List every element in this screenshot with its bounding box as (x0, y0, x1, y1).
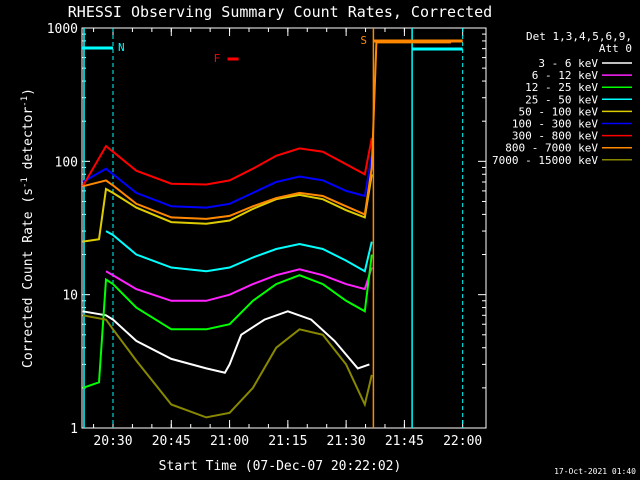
chart-title: RHESSI Observing Summary Count Rates, Co… (68, 3, 492, 21)
x-tick-label: 20:30 (93, 434, 132, 449)
series-line-5 (82, 155, 373, 209)
legend-label: 6 - 12 keV (532, 69, 599, 82)
legend-label: 300 - 800 keV (512, 130, 598, 143)
series-line-0 (82, 310, 370, 374)
legend-label: 100 - 300 keV (512, 118, 598, 131)
y-tick-label: 100 (55, 155, 78, 170)
flare-label: F (214, 52, 221, 65)
legend-label: 25 - 50 keV (525, 93, 598, 106)
y-axis-label: Corrected Count Rate (s-1 detector-1) (20, 88, 36, 368)
legend-label: 800 - 7000 keV (505, 142, 598, 155)
series-line-1 (105, 267, 373, 302)
legend-attenuator: Att 0 (599, 42, 632, 55)
x-tick-label: 21:45 (385, 434, 424, 449)
series-line-7 (82, 41, 451, 220)
series-line-8 (82, 314, 373, 419)
night-label: N (118, 41, 125, 54)
series-line-3 (105, 230, 373, 273)
x-tick-label: 22:00 (443, 434, 482, 449)
x-tick-label: 20:45 (152, 434, 191, 449)
legend-label: 7000 - 15000 keV (492, 154, 598, 167)
y-label-sup2: -1 (20, 96, 30, 107)
x-axis-label: Start Time (07-Dec-07 20:22:02) (159, 459, 402, 474)
y-label-main: Corrected Count Rate (s (21, 188, 36, 368)
legend-label: 50 - 100 keV (519, 105, 599, 118)
tick-labels: 20:30 20:45 21:00 21:15 21:30 21:45 22:00 1 10 10… (47, 22, 483, 449)
saa-label: S (360, 34, 367, 47)
plot-frame (81, 27, 487, 429)
y-label-end: ) (21, 88, 36, 96)
y-tick-label: 1000 (47, 22, 78, 37)
x-tick-label: 21:00 (210, 434, 249, 449)
series-lines (81, 41, 451, 419)
y-tick-label: 10 (62, 289, 78, 304)
legend-label: 3 - 6 keV (538, 57, 598, 70)
y-tick-label: 1 (70, 422, 78, 437)
observing-markers: N S F (82, 28, 464, 428)
x-tick-label: 21:30 (327, 434, 366, 449)
series-line-2 (82, 254, 373, 389)
footer-timestamp: 17-Oct-2021 01:40 (554, 467, 636, 476)
series-line-4 (82, 174, 373, 243)
legend-label: 12 - 25 keV (525, 81, 598, 94)
y-label-sup1: -1 (20, 177, 30, 188)
y-label-mid: detector (21, 107, 36, 178)
series-line-6 (81, 137, 373, 187)
x-tick-label: 21:15 (268, 434, 307, 449)
legend-detectors: Det 1,3,4,5,6,9, (526, 30, 632, 43)
